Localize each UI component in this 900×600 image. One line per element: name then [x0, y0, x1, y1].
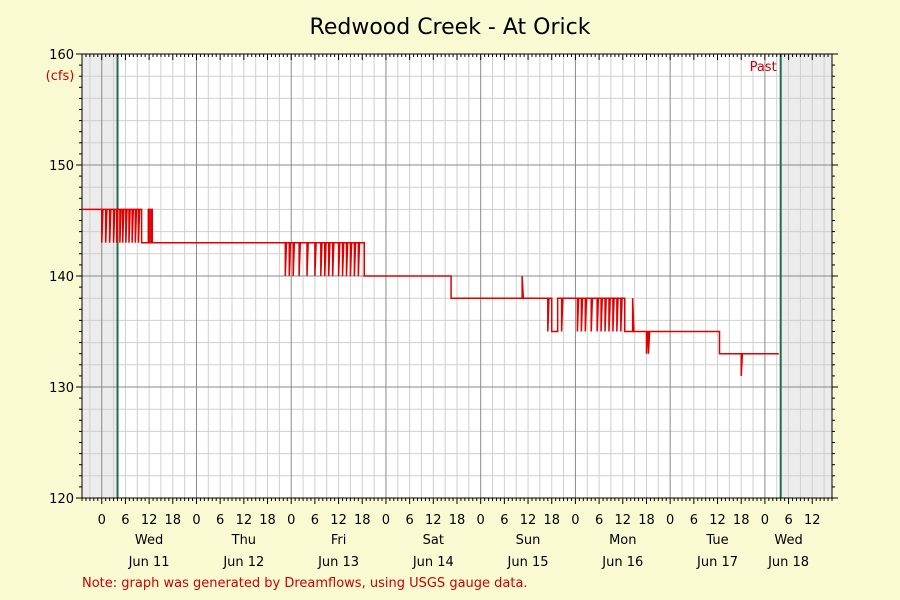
- y-tick-label: 140: [49, 270, 74, 285]
- x-hour-label: 18: [165, 513, 182, 528]
- chart-title: Redwood Creek - At Orick: [310, 15, 591, 40]
- x-hour-label: 0: [477, 513, 485, 528]
- data-source-note: Note: graph was generated by Dreamflows,…: [82, 576, 528, 591]
- axis-ticks: [76, 53, 838, 504]
- x-hour-label: 18: [733, 513, 750, 528]
- x-hour-label: 12: [615, 513, 632, 528]
- x-hour-label: 12: [804, 513, 821, 528]
- x-hour-label: 0: [666, 513, 674, 528]
- x-hour-label: 6: [690, 513, 698, 528]
- x-hour-label: 18: [354, 513, 371, 528]
- series-layer: [82, 208, 779, 376]
- x-hour-label: 6: [500, 513, 508, 528]
- x-hour-label: 6: [121, 513, 129, 528]
- x-hour-label: 18: [449, 513, 466, 528]
- date-label: Jun 15: [507, 555, 549, 570]
- past-label: Past: [750, 60, 777, 75]
- x-hour-label: 0: [761, 513, 769, 528]
- day-name-label: Thu: [231, 533, 256, 548]
- day-name-label: Sun: [516, 533, 541, 548]
- x-hour-label: 0: [382, 513, 390, 528]
- x-hour-label: 0: [571, 513, 579, 528]
- y-tick-label: 160: [49, 48, 74, 63]
- date-label: Jun 18: [767, 555, 809, 570]
- x-hour-label: 18: [259, 513, 276, 528]
- x-hour-label: 6: [405, 513, 413, 528]
- y-tick-label: 130: [49, 381, 74, 396]
- grid-lines: [82, 53, 832, 499]
- date-label: Jun 16: [601, 555, 643, 570]
- x-hour-label: 18: [638, 513, 655, 528]
- flow-series-line: [82, 208, 779, 376]
- day-name-label: Tue: [705, 533, 728, 548]
- x-hour-label: 6: [595, 513, 603, 528]
- date-label: Jun 17: [696, 555, 738, 570]
- x-hour-label: 12: [330, 513, 347, 528]
- x-hour-label: 6: [784, 513, 792, 528]
- y-tick-label: 120: [49, 492, 74, 507]
- x-hour-label: 0: [192, 513, 200, 528]
- x-hour-label: 12: [520, 513, 537, 528]
- x-hour-label: 0: [287, 513, 295, 528]
- x-hour-label: 12: [425, 513, 442, 528]
- day-name-label: Wed: [774, 533, 802, 548]
- date-label: Jun 14: [412, 555, 454, 570]
- day-name-label: Wed: [135, 533, 163, 548]
- x-hour-label: 18: [543, 513, 560, 528]
- x-hour-label: 0: [98, 513, 106, 528]
- unit-label: (cfs): [46, 69, 75, 84]
- date-label: Jun 11: [128, 555, 170, 570]
- x-hour-label: 6: [216, 513, 224, 528]
- day-name-label: Fri: [331, 533, 347, 548]
- x-hour-label: 6: [311, 513, 319, 528]
- day-name-label: Mon: [609, 533, 636, 548]
- y-tick-label: 150: [49, 159, 74, 174]
- date-label: Jun 13: [317, 555, 359, 570]
- date-label: Jun 12: [222, 555, 264, 570]
- x-hour-label: 12: [236, 513, 253, 528]
- day-name-label: Sat: [423, 533, 444, 548]
- x-hour-label: 12: [709, 513, 726, 528]
- x-hour-label: 12: [141, 513, 158, 528]
